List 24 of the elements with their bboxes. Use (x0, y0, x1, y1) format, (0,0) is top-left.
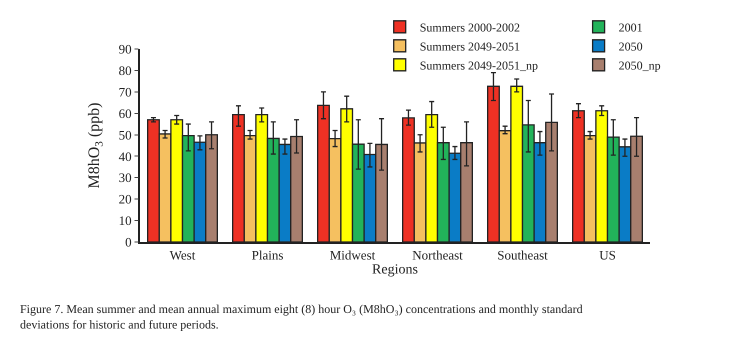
legend-label: 2050 (618, 40, 643, 54)
y-tick-label: 0 (125, 234, 132, 250)
x-tick-label: Plains (252, 247, 284, 262)
legend-label: Summers 2049-2051 (420, 40, 520, 54)
y-tick-label: 20 (118, 192, 132, 207)
y-tick-label: 80 (118, 62, 132, 78)
legend-label: 2050_np (618, 58, 661, 73)
y-tick-label: 90 (118, 42, 132, 57)
x-tick-label: Southeast (497, 247, 548, 262)
x-tick-label: West (170, 247, 196, 262)
legend-label: 2001 (618, 20, 643, 35)
y-tick-label: 70 (118, 84, 132, 100)
x-tick-label: US (599, 247, 616, 262)
y-tick-label: 50 (118, 127, 132, 142)
y-tick-label: 10 (118, 213, 132, 228)
legend-label: Summers 2049-2051_np (420, 58, 538, 73)
y-tick-label: 40 (118, 148, 132, 164)
x-axis-title: Regions (372, 262, 418, 278)
x-tick-label: Midwest (330, 247, 376, 262)
x-tick-label: Northeast (412, 247, 464, 262)
y-tick-label: 30 (118, 170, 132, 186)
caption: Figure 7. Mean summer and mean annual maximum eight (8) hour O₃ (M8hO₃) concentrations and monthly standard deviations for historic and future periods. (20, 302, 583, 332)
legend-label: Summers 2000-2002 (420, 20, 520, 35)
y-tick-label: 60 (118, 106, 132, 121)
